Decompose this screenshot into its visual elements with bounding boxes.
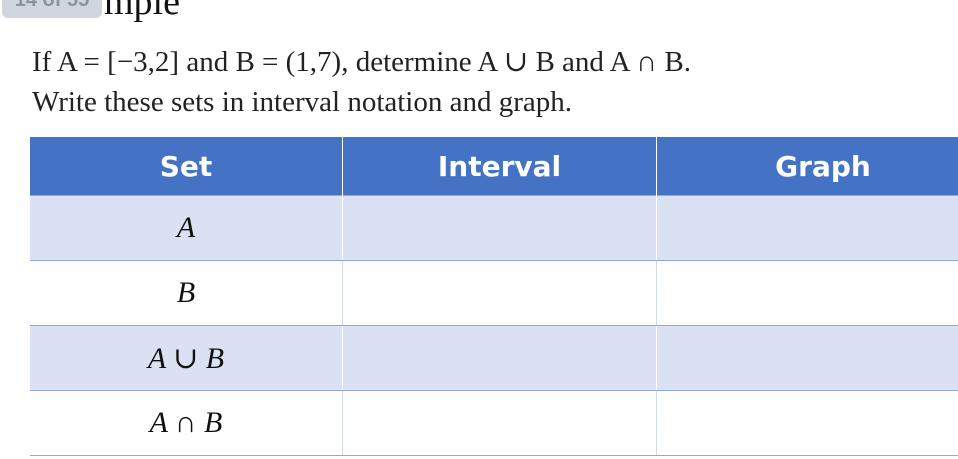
- table-row: A: [30, 195, 958, 261]
- table-header-row: Set Interval Graph: [30, 137, 958, 196]
- cell-graph: [656, 260, 958, 326]
- cell-graph: [656, 195, 958, 261]
- header-graph: Graph: [656, 137, 958, 196]
- sets-table: Set Interval Graph A B A ∪ B A ∩ B: [30, 137, 958, 456]
- cell-interval: [342, 325, 657, 391]
- table-row: A ∪ B: [30, 325, 958, 391]
- header-interval: Interval: [342, 137, 657, 196]
- cell-graph: [656, 390, 958, 456]
- table-row: B: [30, 260, 958, 326]
- cell-interval: [342, 390, 657, 456]
- cell-interval: [342, 260, 657, 326]
- problem-line-2: Write these sets in interval notation an…: [32, 86, 573, 118]
- cell-set: A ∪ B: [30, 325, 343, 391]
- slide-counter-badge: 14 of 55: [2, 0, 102, 18]
- cell-set: A ∩ B: [30, 390, 343, 456]
- cell-interval: [342, 195, 657, 261]
- header-set: Set: [30, 137, 343, 196]
- slide-title: mple: [104, 0, 180, 23]
- cell-set: A: [30, 195, 343, 261]
- cell-graph: [656, 325, 958, 391]
- cell-set: B: [30, 260, 343, 326]
- problem-line-1: If A = [−3,2] and B = (1,7), determine A…: [32, 46, 691, 78]
- table-row: A ∩ B: [30, 390, 958, 456]
